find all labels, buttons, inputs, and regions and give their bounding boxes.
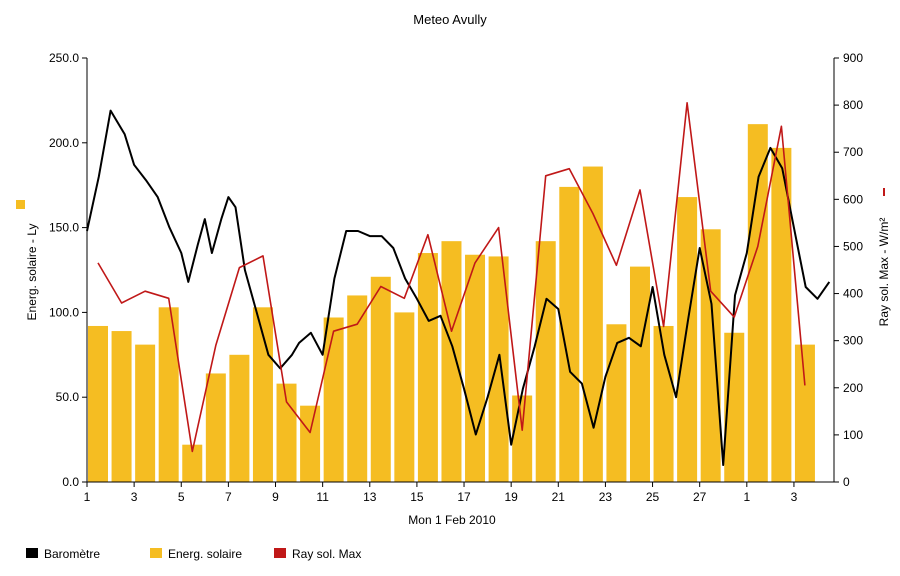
bar [535,241,556,482]
bar [417,253,438,482]
y-tick-label-right: 500 [843,239,863,253]
bar [606,324,627,482]
y-tick-label-right: 700 [843,145,863,159]
x-tick-label: 9 [272,490,279,504]
bar [794,344,815,482]
legend-swatch-barometre [26,548,38,558]
x-tick-label: 5 [178,490,185,504]
x-tick-label: 1 [84,490,91,504]
x-tick-label: 7 [225,490,232,504]
bar [629,266,650,482]
y-tick-label-left: 0.0 [62,475,79,489]
bar [205,373,226,482]
bar [677,197,698,482]
bar [347,295,368,482]
y-tick-label-right: 200 [843,381,863,395]
y-axis-left-legend-swatch [16,200,25,209]
lines-layer [86,102,831,466]
axes-layer: 0.0 50.0 100.0 150.0 200.0 250.0 0 100 200 300 400… [49,51,863,504]
legend-label-barometre: Baromètre [44,547,100,561]
bar [300,405,321,482]
y-tick-label-left: 250.0 [49,51,79,65]
bar [88,325,108,482]
y-tick-label-left: 50.0 [56,390,80,404]
y-axis-right-label: Ray sol. Max - W/m² [877,218,891,327]
y-tick-label-left: 150.0 [49,221,79,235]
y-tick-label-right: 100 [843,428,863,442]
x-axis-label: Mon 1 Feb 2010 [408,513,496,527]
bar [653,325,674,482]
bar [465,254,486,482]
bar [158,307,179,482]
y-tick-label-right: 300 [843,334,863,348]
x-tick-label: 27 [693,490,707,504]
chart-title: Meteo Avully [413,12,487,27]
y-tick-label-left: 100.0 [49,305,79,319]
x-tick-label: 25 [646,490,660,504]
bar [559,186,580,482]
legend-swatch-ray-sol-max [274,548,286,558]
x-tick-label: 17 [457,490,471,504]
legend-label-ray-sol-max: Ray sol. Max [292,547,361,561]
y-tick-label-right: 600 [843,192,863,206]
x-tick-label: 1 [743,490,750,504]
bar [182,444,203,482]
x-tick-label: 3 [131,490,138,504]
x-tick-label: 13 [363,490,377,504]
bar [135,344,156,482]
bar [370,276,391,482]
x-tick-label: 19 [504,490,518,504]
y-tick-label-right: 800 [843,98,863,112]
legend-swatch-energ-solaire [150,548,162,558]
bar [229,354,250,482]
barometre-line [86,109,831,466]
bar [111,331,132,482]
y-tick-label-left: 200.0 [49,136,79,150]
x-tick-label: 3 [791,490,798,504]
bar [700,229,721,482]
legend: Baromètre Energ. solaire Ray sol. Max [26,547,361,561]
bar [441,241,462,482]
bar [512,395,533,482]
y-tick-label-right: 900 [843,51,863,65]
legend-label-energ-solaire: Energ. solaire [168,547,242,561]
x-tick-label: 21 [552,490,566,504]
x-tick-label: 11 [316,490,329,504]
y-tick-label-right: 400 [843,287,863,301]
bar [323,317,344,482]
bar [394,312,415,482]
y-axis-left-label: Energ. solaire - Ly [25,224,39,321]
bar [488,256,509,482]
x-tick-label: 23 [599,490,613,504]
ray-sol-max-line [97,102,806,453]
y-tick-label-right: 0 [843,475,850,489]
x-tick-label: 15 [410,490,424,504]
bar [771,147,792,482]
